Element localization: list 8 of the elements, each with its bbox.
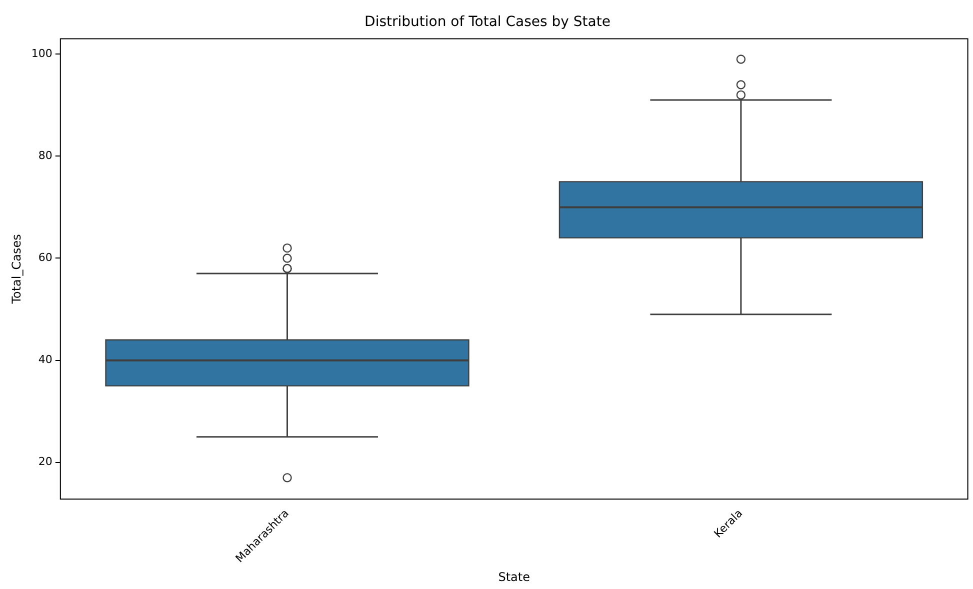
- y-tick-label: 40: [38, 353, 52, 366]
- y-tick-label: 60: [38, 251, 52, 264]
- x-axis-title: State: [498, 570, 530, 584]
- y-axis-title: Total_Cases: [9, 234, 24, 305]
- chart-title: Distribution of Total Cases by State: [364, 14, 610, 30]
- y-tick-label: 80: [38, 149, 52, 162]
- y-tick-label: 100: [31, 46, 52, 60]
- y-tick-label: 20: [38, 455, 52, 468]
